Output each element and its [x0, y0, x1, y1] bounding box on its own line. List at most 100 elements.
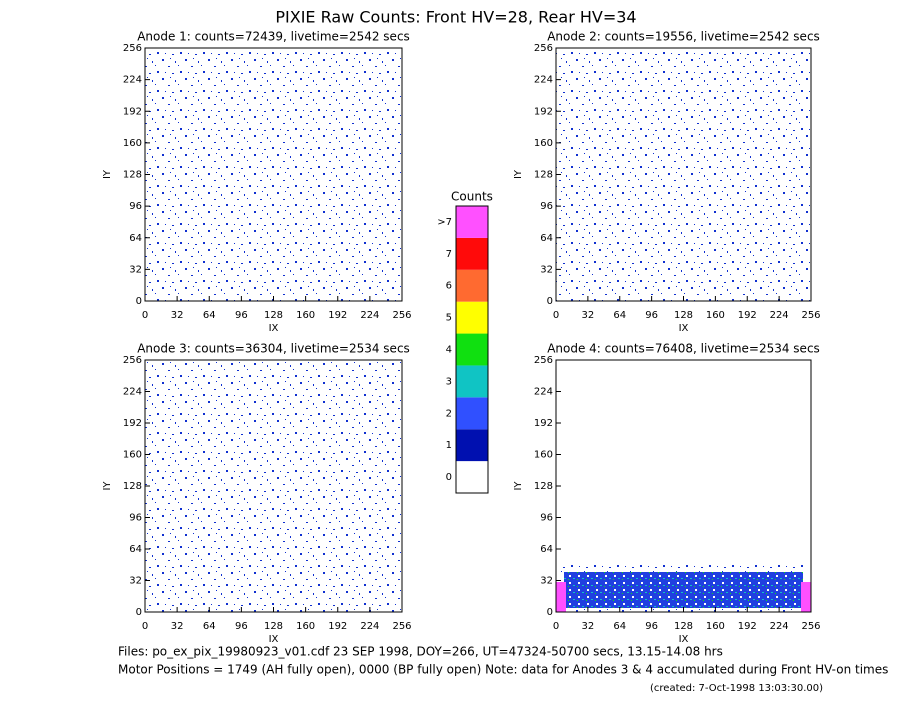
x-tick-label: 224	[770, 621, 789, 632]
x-tick-label: 160	[706, 621, 725, 632]
y-axis-label: IY	[102, 481, 113, 491]
x-axis-label: IX	[679, 634, 689, 645]
colorbar-label: 4	[446, 345, 452, 356]
x-tick-label: 0	[142, 310, 148, 321]
x-tick-label: 0	[142, 621, 148, 632]
y-axis-label: IY	[513, 481, 524, 491]
y-tick-label: 192	[534, 106, 553, 117]
y-tick-label: 96	[540, 201, 553, 212]
x-tick-label: 128	[264, 310, 283, 321]
panel-title: Anode 1: counts=72439, livetime=2542 sec…	[137, 30, 410, 44]
colorbar-label: >7	[437, 217, 452, 228]
x-tick-label: 96	[235, 310, 248, 321]
colorbar-title: Counts	[451, 190, 493, 204]
y-tick-label: 128	[123, 481, 142, 492]
panel-title: Anode 3: counts=36304, livetime=2534 sec…	[137, 342, 410, 356]
colorbar-label: 3	[446, 376, 452, 387]
x-tick-label: 128	[674, 621, 693, 632]
y-tick-label: 64	[129, 544, 142, 555]
image	[564, 572, 803, 608]
y-tick-label: 256	[123, 43, 142, 54]
y-tick-label: 64	[540, 233, 553, 244]
x-tick-label: 64	[203, 310, 216, 321]
x-tick-label: 192	[738, 621, 757, 632]
x-tick-label: 96	[645, 310, 658, 321]
y-tick-label: 64	[540, 544, 553, 555]
y-tick-label: 224	[123, 75, 142, 86]
x-tick-label: 128	[264, 621, 283, 632]
footer-motor: Motor Positions = 1749 (AH fully open), …	[118, 663, 888, 677]
footer-files: Files: po_ex_pix_19980923_v01.cdf 23 SEP…	[118, 645, 723, 659]
colorbar-swatch	[456, 397, 488, 430]
y-tick-label: 256	[534, 355, 553, 366]
x-tick-label: 256	[801, 621, 820, 632]
x-tick-label: 32	[171, 621, 184, 632]
colorbar-swatch	[456, 461, 488, 493]
y-tick-label: 96	[540, 513, 553, 524]
page-title: PIXIE Raw Counts: Front HV=28, Rear HV=3…	[275, 8, 636, 27]
x-tick-label: 64	[613, 310, 626, 321]
image	[556, 48, 811, 301]
colorbar-swatch	[456, 333, 488, 366]
x-tick-label: 256	[801, 310, 820, 321]
y-tick-label: 160	[534, 450, 553, 461]
panel-title: Anode 2: counts=19556, livetime=2542 sec…	[547, 30, 820, 44]
y-tick-label: 224	[534, 387, 553, 398]
y-tick-label: 160	[123, 450, 142, 461]
y-tick-label: 128	[123, 170, 142, 181]
x-axis-label: IX	[269, 634, 279, 645]
colorbar-swatch	[456, 269, 488, 302]
colorbar-swatch	[456, 301, 488, 334]
x-tick-label: 64	[613, 621, 626, 632]
y-tick-label: 96	[129, 513, 142, 524]
x-tick-label: 192	[328, 310, 347, 321]
x-axis-label: IX	[269, 323, 279, 334]
x-tick-label: 96	[645, 621, 658, 632]
x-tick-label: 256	[392, 621, 411, 632]
image	[145, 360, 402, 612]
colorbar-label: 0	[446, 472, 452, 483]
y-tick-label: 96	[129, 201, 142, 212]
y-tick-label: 160	[123, 138, 142, 149]
y-tick-label: 160	[534, 138, 553, 149]
y-tick-label: 128	[534, 170, 553, 181]
y-tick-label: 224	[123, 387, 142, 398]
x-tick-label: 64	[203, 621, 216, 632]
x-tick-label: 96	[235, 621, 248, 632]
y-axis-label: IY	[513, 169, 524, 179]
image	[145, 48, 402, 301]
x-tick-label: 160	[296, 621, 315, 632]
x-tick-label: 0	[553, 621, 559, 632]
x-tick-label: 192	[328, 621, 347, 632]
colorbar-label: 1	[446, 440, 452, 451]
colorbar-label: 5	[446, 313, 452, 324]
x-axis-label: IX	[679, 323, 689, 334]
x-tick-label: 160	[296, 310, 315, 321]
y-tick-label: 192	[123, 418, 142, 429]
y-tick-label: 0	[547, 607, 553, 618]
x-tick-label: 256	[392, 310, 411, 321]
y-tick-label: 0	[136, 607, 142, 618]
x-tick-label: 224	[770, 310, 789, 321]
y-tick-label: 224	[534, 75, 553, 86]
colorbar-swatch	[456, 237, 488, 270]
colorbar-label: 2	[446, 408, 452, 419]
x-tick-label: 0	[553, 310, 559, 321]
y-tick-label: 64	[129, 233, 142, 244]
x-tick-label: 32	[171, 310, 184, 321]
x-tick-label: 32	[582, 310, 595, 321]
panel-title: Anode 4: counts=76408, livetime=2534 sec…	[547, 342, 820, 356]
colorbar-swatch	[456, 206, 488, 238]
x-tick-label: 224	[360, 310, 379, 321]
y-tick-label: 32	[129, 576, 142, 587]
image	[556, 582, 566, 612]
x-tick-label: 224	[360, 621, 379, 632]
y-tick-label: 128	[534, 481, 553, 492]
image	[801, 582, 811, 612]
colorbar-swatch	[456, 365, 488, 398]
y-axis-label: IY	[102, 169, 113, 179]
y-tick-label: 0	[547, 296, 553, 307]
y-tick-label: 32	[540, 264, 553, 275]
y-tick-label: 256	[534, 43, 553, 54]
